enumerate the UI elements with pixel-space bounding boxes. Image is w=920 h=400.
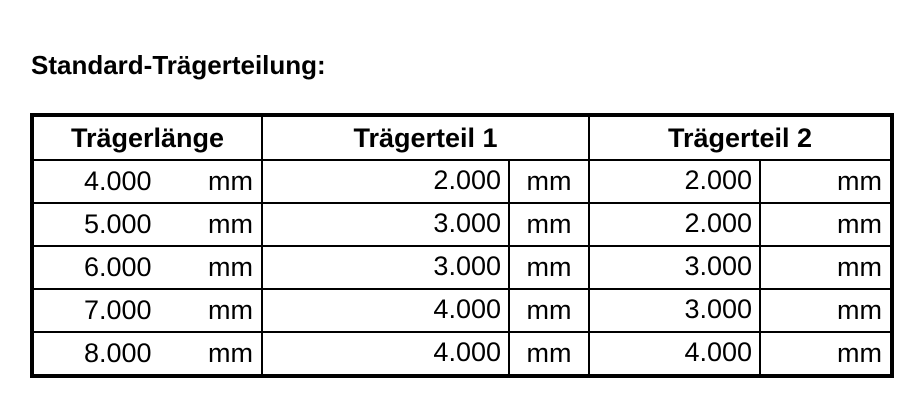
unit-label: mm	[208, 166, 253, 196]
part-2-value: 3.000	[588, 245, 762, 290]
unit-label: mm	[759, 288, 894, 333]
part-2-value: 2.000	[588, 202, 762, 247]
unit-label: mm	[208, 252, 253, 282]
part-1-value: 3.000	[261, 245, 510, 290]
unit-label: mm	[208, 209, 253, 239]
part-2-value: 3.000	[588, 288, 762, 333]
beam-length-value: 4.000	[84, 166, 152, 196]
unit-label: mm	[208, 295, 253, 325]
header-beam-length: Trägerlänge	[31, 114, 263, 161]
unit-label: mm	[759, 202, 894, 247]
beam-split-table: Trägerlänge Trägerteil 1 Trägerteil 2 4.…	[30, 113, 895, 378]
part-1-value: 4.000	[261, 288, 510, 333]
part-2-value: 2.000	[588, 159, 762, 204]
part-2-value: 4.000	[588, 331, 762, 377]
part-1-value: 4.000	[261, 331, 510, 377]
header-part-1: Trägerteil 1	[260, 114, 591, 161]
unit-label: mm	[507, 331, 591, 377]
beam-length-cell: 5.000 mm	[31, 202, 263, 247]
beam-length-value: 5.000	[84, 209, 152, 239]
header-part-2: Trägerteil 2	[588, 114, 894, 161]
unit-label: mm	[507, 202, 591, 247]
beam-length-cell: 4.000 mm	[31, 159, 263, 204]
beam-length-cell: 7.000 mm	[31, 288, 263, 333]
table-row: 5.000 mm 3.000 mm 2.000 mm	[31, 202, 894, 247]
unit-label: mm	[759, 245, 894, 290]
unit-label: mm	[759, 331, 894, 377]
table-row: 8.000 mm 4.000 mm 4.000 mm	[31, 331, 894, 377]
unit-label: mm	[507, 245, 591, 290]
unit-label: mm	[208, 338, 253, 368]
table-row: 6.000 mm 3.000 mm 3.000 mm	[31, 245, 894, 290]
part-1-value: 3.000	[261, 202, 510, 247]
beam-length-cell: 6.000 mm	[31, 245, 263, 290]
section-title: Standard-Trägerteilung:	[31, 50, 326, 80]
unit-label: mm	[759, 159, 894, 204]
unit-label: mm	[507, 159, 591, 204]
beam-length-cell: 8.000 mm	[31, 331, 263, 377]
header-row: Trägerlänge Trägerteil 1 Trägerteil 2	[31, 114, 894, 161]
beam-length-value: 7.000	[84, 295, 152, 325]
table-row: 4.000 mm 2.000 mm 2.000 mm	[31, 159, 894, 204]
beam-length-value: 6.000	[84, 252, 152, 282]
unit-label: mm	[507, 288, 591, 333]
beam-length-value: 8.000	[84, 338, 152, 368]
table-row: 7.000 mm 4.000 mm 3.000 mm	[31, 288, 894, 333]
part-1-value: 2.000	[261, 159, 510, 204]
